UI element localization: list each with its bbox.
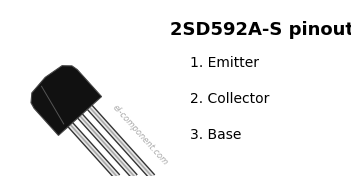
Text: el-component.com: el-component.com [111, 103, 170, 168]
Text: 1. Emitter: 1. Emitter [190, 56, 259, 70]
Polygon shape [31, 66, 101, 135]
Text: 2SD592A-S pinout: 2SD592A-S pinout [170, 21, 351, 39]
Text: 2. Collector: 2. Collector [190, 92, 269, 106]
Text: 3. Base: 3. Base [190, 128, 241, 142]
